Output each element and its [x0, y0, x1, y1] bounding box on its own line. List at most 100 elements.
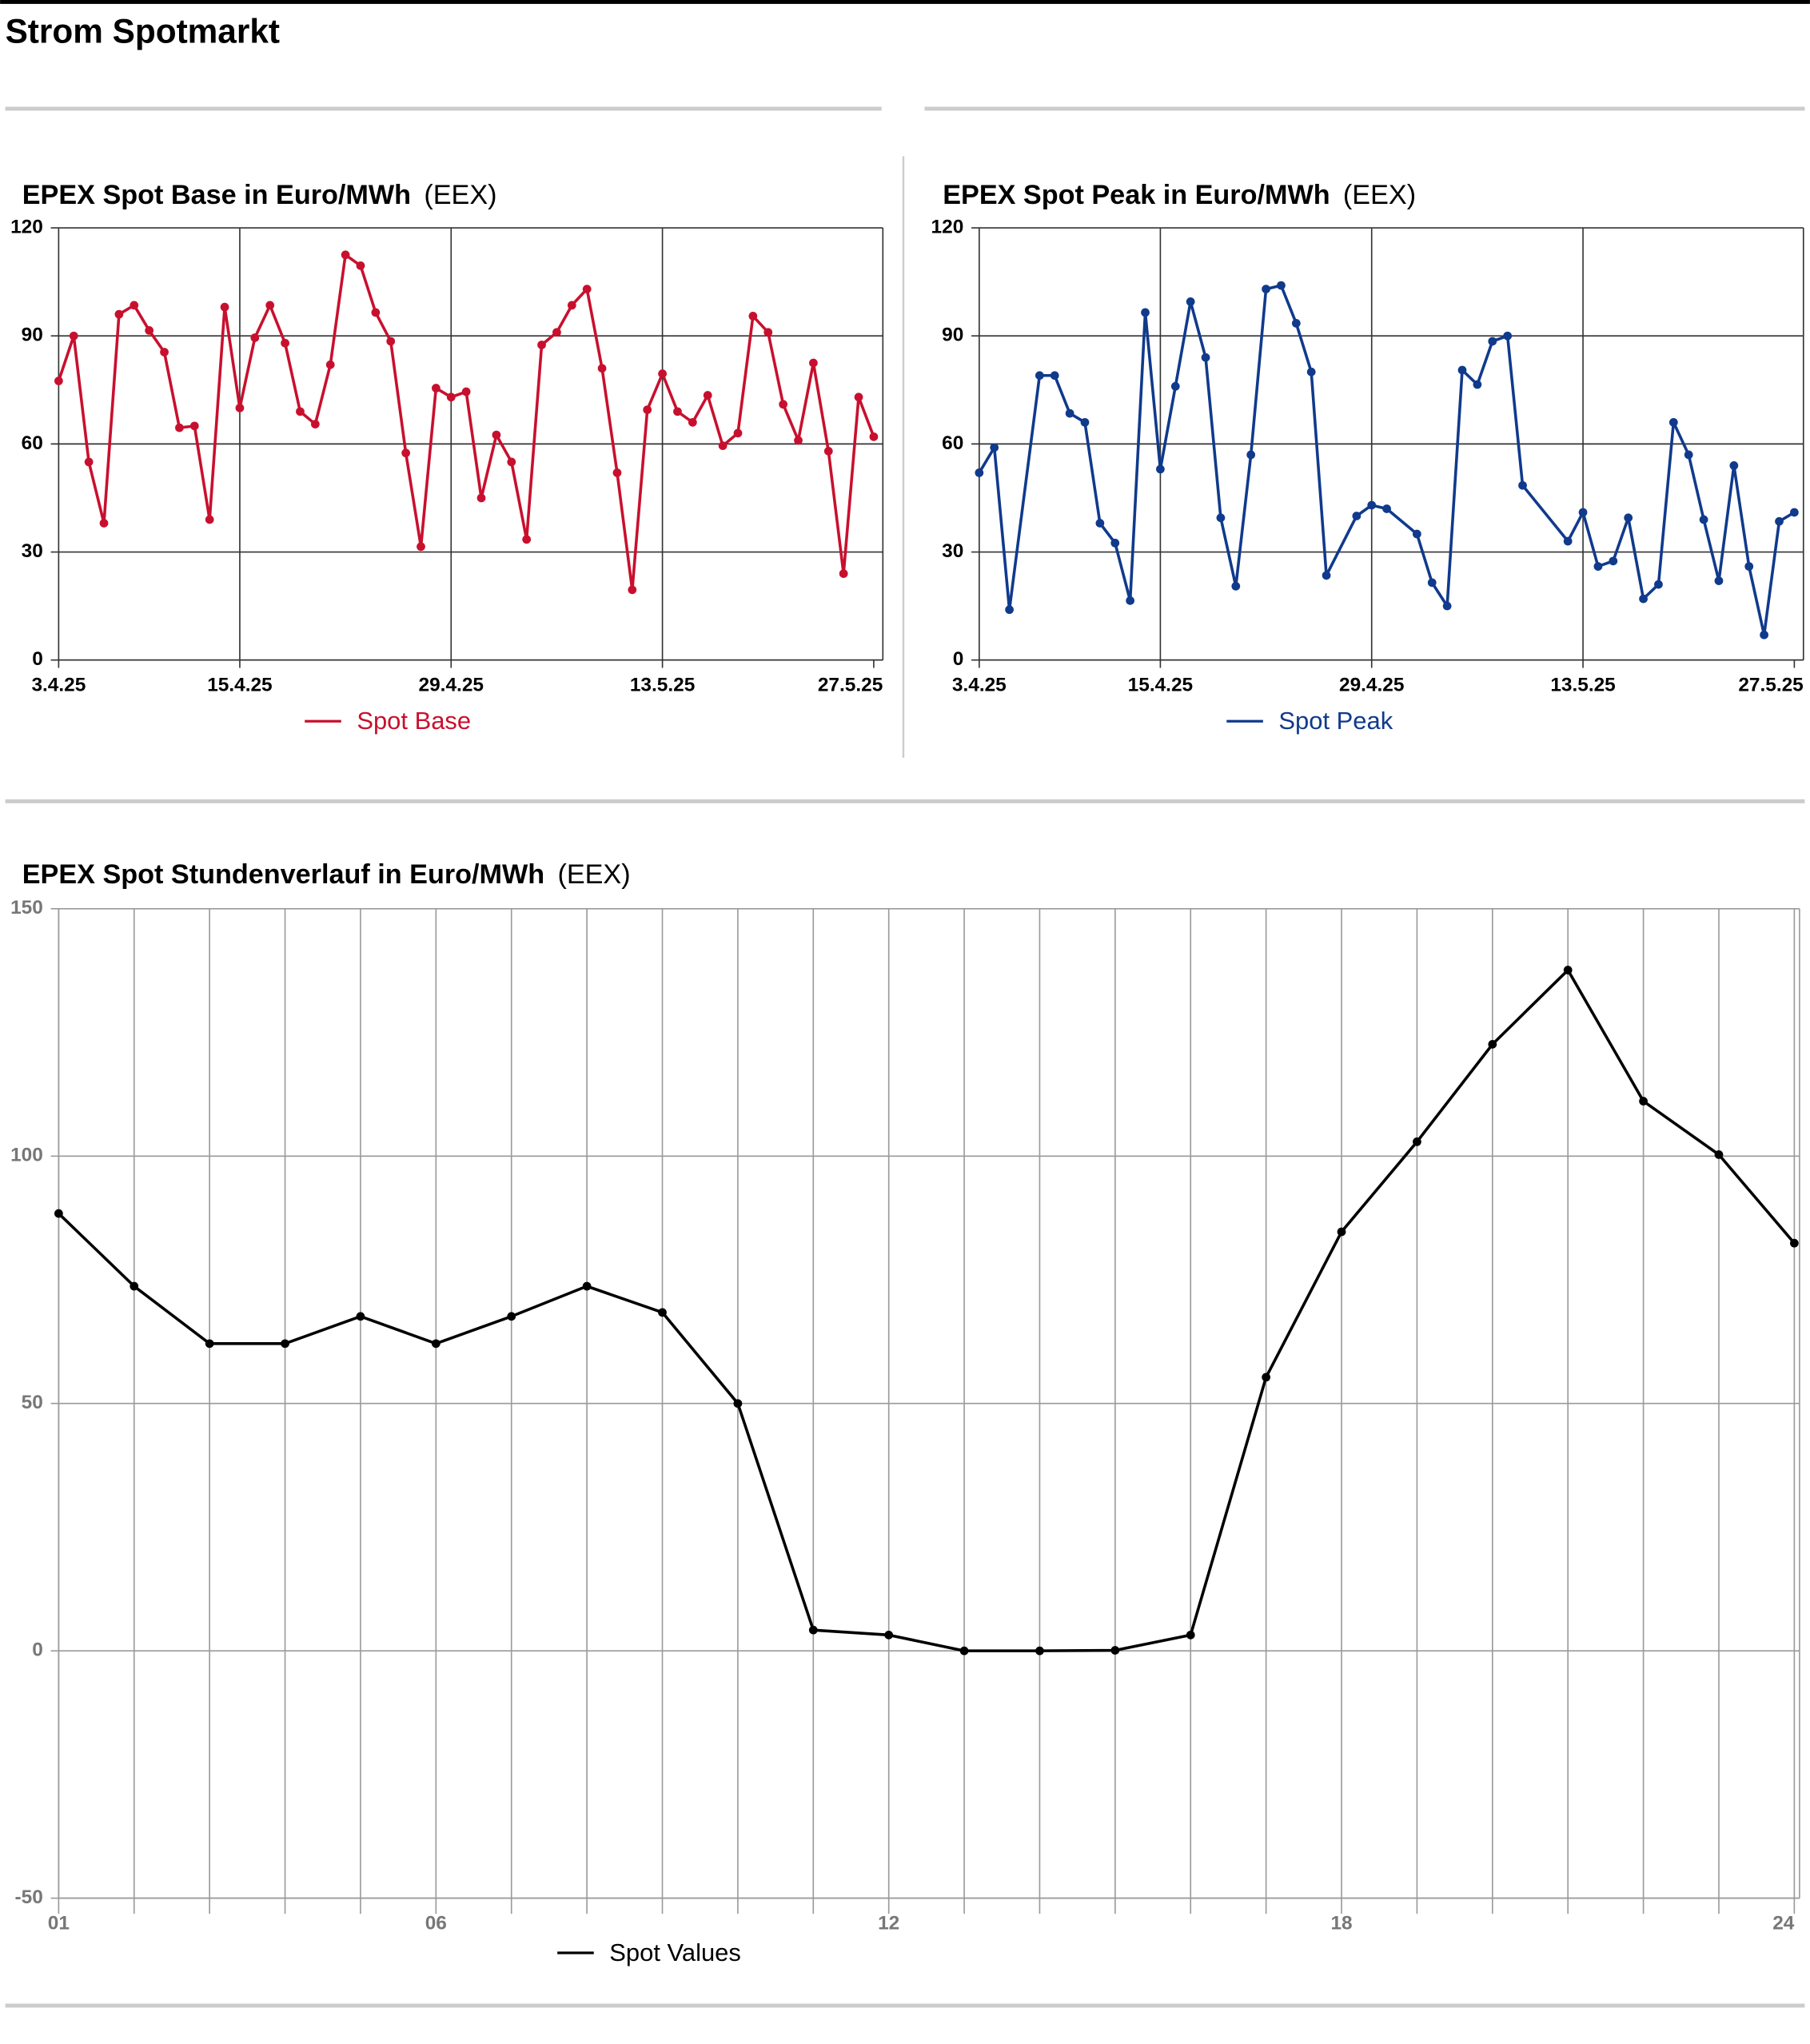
data-point [658, 1308, 667, 1317]
data-point [1186, 297, 1195, 306]
data-point [779, 400, 788, 409]
x-tick-label: 06 [425, 1913, 447, 1934]
y-tick-label: 0 [32, 648, 43, 670]
data-point [1005, 605, 1014, 615]
data-point [1277, 281, 1286, 290]
x-tick-label: 29.4.25 [419, 675, 484, 696]
data-point [582, 285, 592, 293]
data-point [54, 377, 63, 385]
data-point [1231, 581, 1241, 591]
data-point [552, 328, 561, 337]
data-point [446, 392, 456, 402]
data-point [1186, 1630, 1195, 1640]
data-point [114, 309, 124, 319]
data-point [884, 1630, 894, 1640]
data-point [567, 301, 576, 310]
data-point [325, 360, 335, 369]
chart-title: EPEX Spot Base in Euro/MWh (EEX) [22, 180, 497, 210]
data-point [1578, 508, 1588, 517]
x-tick-label: 15.4.25 [1128, 675, 1193, 696]
data-point [673, 407, 682, 416]
divider [5, 106, 882, 111]
divider [5, 799, 1805, 803]
data-point [417, 542, 425, 552]
data-point [1714, 1150, 1724, 1159]
data-point [205, 515, 214, 524]
x-tick-label: 27.5.25 [1738, 675, 1803, 696]
x-tick-label: 29.4.25 [1339, 675, 1404, 696]
data-point [1488, 337, 1497, 346]
data-point [461, 387, 471, 396]
data-point [281, 338, 289, 348]
legend-label: Spot Values [609, 1938, 741, 1966]
data-point [1668, 417, 1678, 427]
data-point [1729, 461, 1739, 470]
chart-title: EPEX Spot Peak in Euro/MWh (EEX) [943, 180, 1416, 210]
data-point [990, 443, 999, 452]
x-tick-label: 24 [1772, 1913, 1795, 1934]
data-point [1503, 331, 1513, 341]
data-point [1367, 500, 1377, 510]
data-point [1035, 1646, 1044, 1656]
data-point [507, 457, 516, 467]
data-point [808, 1625, 818, 1635]
data-point [1488, 1040, 1497, 1049]
data-point [356, 261, 365, 270]
x-tick-label: 3.4.25 [952, 675, 1007, 696]
data-point [99, 519, 109, 528]
x-tick-label: 12 [878, 1913, 899, 1934]
data-point [869, 432, 879, 441]
x-tick-label: 3.4.25 [31, 675, 86, 696]
data-point [748, 312, 758, 321]
data-point [1035, 371, 1044, 381]
data-point [1413, 1137, 1421, 1146]
x-tick-label: 13.5.25 [630, 675, 695, 696]
data-point [1518, 480, 1527, 490]
data-point [763, 328, 773, 337]
y-tick-label: 120 [931, 216, 964, 237]
data-point [1262, 1373, 1271, 1382]
y-tick-label: 90 [942, 325, 963, 346]
data-point [175, 423, 184, 432]
data-point [1744, 562, 1754, 571]
data-point [597, 364, 607, 373]
data-point [356, 1312, 365, 1321]
data-point [69, 331, 78, 341]
x-tick-label: 15.4.25 [207, 675, 272, 696]
y-tick-label: 150 [10, 897, 43, 918]
chart-title: EPEX Spot Stundenverlauf in Euro/MWh (EEX… [22, 859, 631, 890]
data-point [205, 1339, 214, 1349]
data-point [975, 468, 984, 477]
data-point [1790, 1238, 1799, 1248]
data-point [1322, 571, 1331, 580]
data-point [492, 430, 501, 440]
data-point [1156, 464, 1165, 474]
y-tick-label: 60 [22, 432, 43, 454]
data-point [1306, 367, 1316, 377]
data-point [296, 407, 305, 416]
series-line [58, 968, 1796, 1652]
data-point [688, 417, 697, 427]
data-point [1262, 285, 1270, 293]
data-point [809, 358, 818, 368]
data-point [522, 535, 532, 544]
data-point [1639, 1097, 1648, 1106]
data-point [84, 457, 94, 467]
data-point [823, 447, 833, 456]
data-point [1080, 417, 1090, 427]
page-title: Strom Spotmarkt [6, 13, 280, 50]
y-tick-label: 0 [953, 648, 964, 670]
data-point [265, 301, 275, 310]
data-point [537, 341, 546, 349]
data-point [1563, 966, 1573, 974]
data-point [1563, 536, 1573, 546]
data-point [1382, 504, 1391, 513]
data-point [612, 468, 622, 477]
top-rule [0, 0, 1810, 4]
data-point [341, 250, 350, 260]
data-point [189, 421, 199, 431]
data-point [130, 1281, 139, 1291]
data-point [1699, 515, 1708, 524]
chart-title-main: EPEX Spot Base in Euro/MWh [22, 180, 411, 210]
